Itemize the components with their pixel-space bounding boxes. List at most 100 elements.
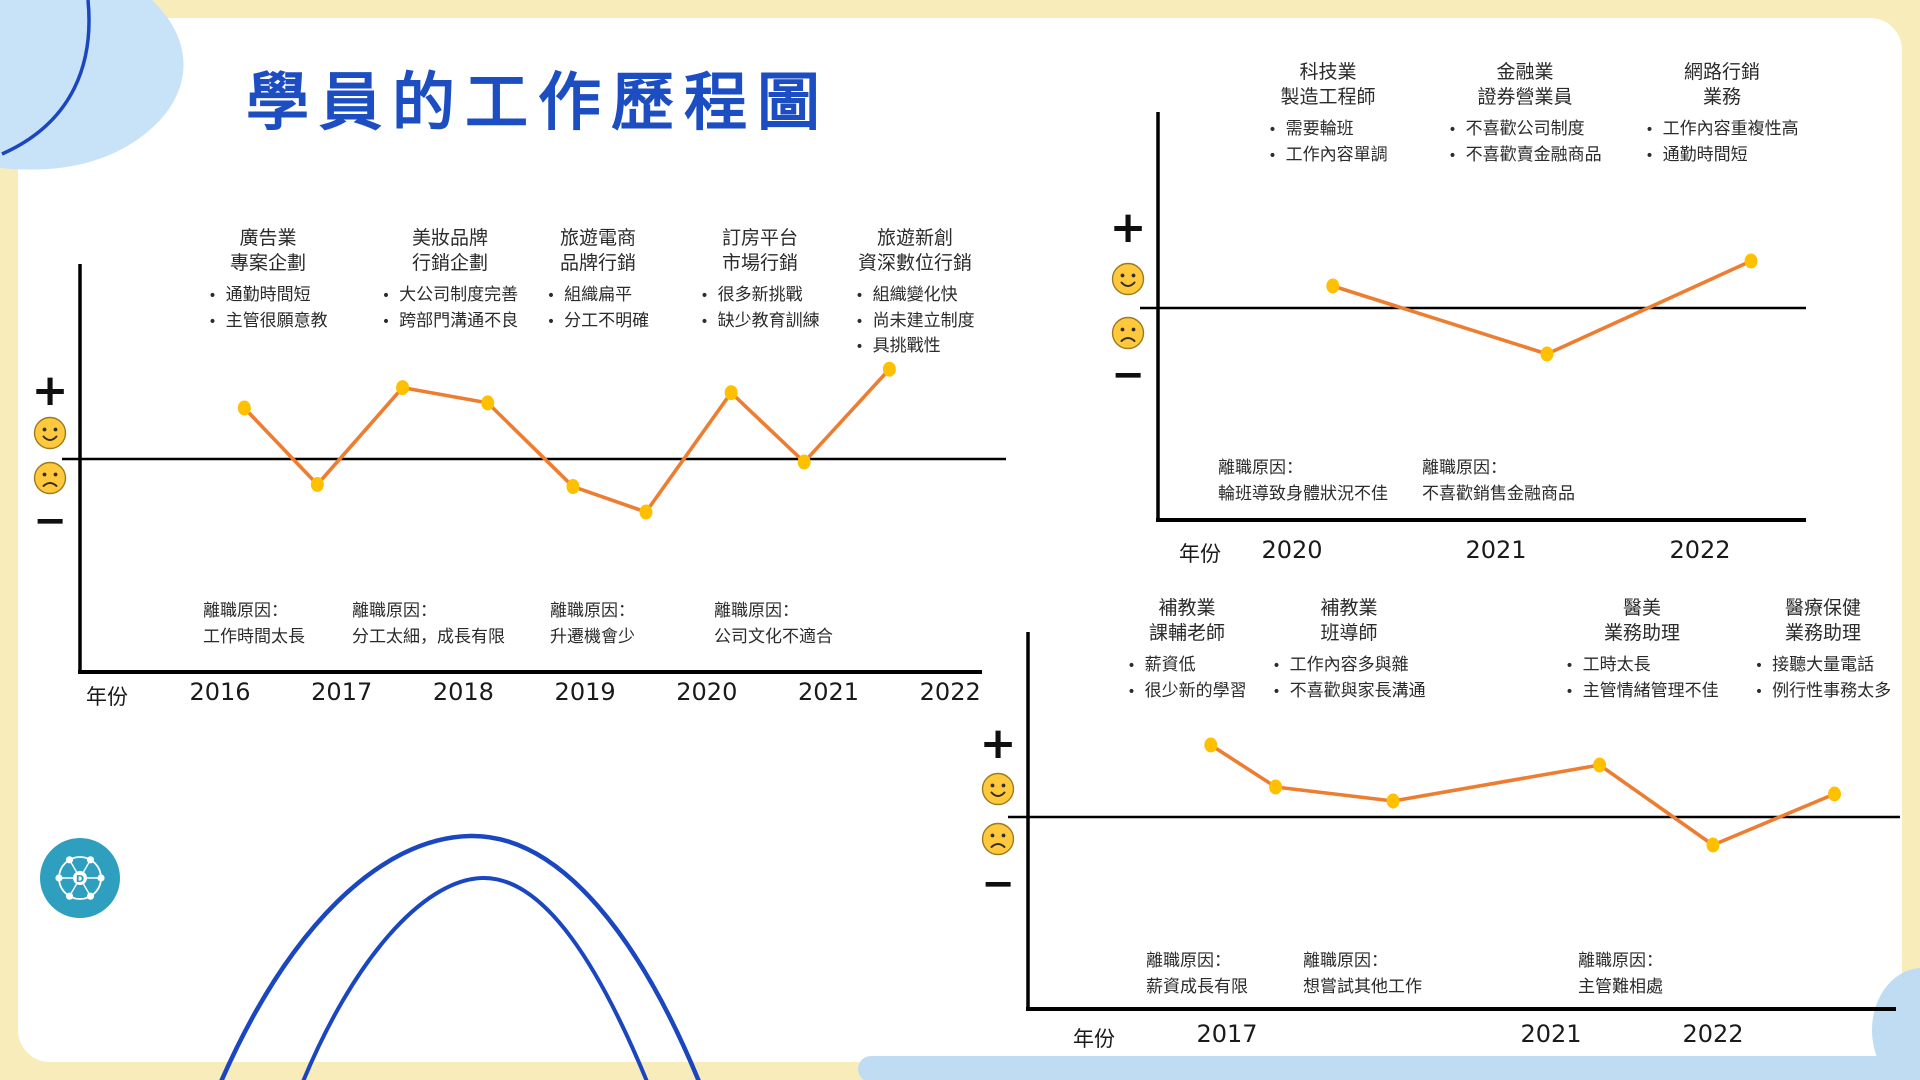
plus-symbol: + <box>31 365 69 416</box>
job-note: 工作內容單調 <box>1268 143 1388 169</box>
job-title: 旅遊新創資深數位行銷 <box>810 226 1020 276</box>
leave-reason: 離職原因： 想嘗試其他工作 <box>1303 948 1422 1001</box>
data-point <box>566 479 580 495</box>
job-notes: 工作內容多與雜不喜歡與家長溝通 <box>1272 653 1426 704</box>
leave-reason-label: 離職原因： <box>203 601 288 621</box>
leave-reason-text: 輪班導致身體狀況不佳 <box>1218 484 1388 505</box>
job-industry: 廣告業 <box>239 227 297 249</box>
job-note: 不喜歡賣金融商品 <box>1448 143 1602 169</box>
brand-logo: D <box>40 838 120 918</box>
leave-reason-text: 公司文化不適合 <box>714 627 833 648</box>
job-note: 接聽大量電話 <box>1755 653 1891 679</box>
leave-reason-label: 離職原因： <box>1218 458 1303 478</box>
job-industry: 美妝品牌 <box>411 227 488 249</box>
data-point <box>237 400 251 416</box>
job-note: 組織扁平 <box>547 283 649 309</box>
satisfaction-line <box>242 367 892 514</box>
leave-reason-label: 離職原因： <box>1578 951 1663 971</box>
corner-bump <box>1872 968 1920 1080</box>
job-role: 製造工程師 <box>1280 86 1376 109</box>
leave-reason-text: 升遷機會少 <box>550 627 635 648</box>
job-column: 旅遊電商品牌行銷組織扁平分工不明確 <box>493 226 703 334</box>
x-axis-title: 年份 <box>1179 542 1221 566</box>
leave-reason-text: 想嘗試其他工作 <box>1303 977 1422 998</box>
data-point <box>1706 837 1720 853</box>
job-role: 資深數位行銷 <box>857 252 972 275</box>
job-industry: 旅遊電商 <box>559 227 636 249</box>
year-tick: 2021 <box>1520 1020 1582 1048</box>
year-tick: 2022 <box>1669 536 1731 564</box>
job-notes: 組織扁平分工不明確 <box>547 283 649 334</box>
bottom-arc-line-outer <box>219 833 701 1080</box>
leave-reason: 離職原因： 主管難相處 <box>1578 948 1663 1001</box>
leave-reason-text: 分工太細，成長有限 <box>352 627 505 648</box>
minus-symbol: − <box>1111 352 1145 398</box>
year-tick: 2017 <box>311 678 373 706</box>
bottom-arc-line-inner <box>301 875 649 1080</box>
job-title: 科技業 製造工程師 <box>1223 60 1433 110</box>
leave-reason: 離職原因： 輪班導致身體狀況不佳 <box>1218 455 1388 508</box>
data-point <box>481 395 495 411</box>
job-industry: 醫美 <box>1622 597 1661 619</box>
data-point <box>310 477 324 492</box>
job-role: 班導師 <box>1320 622 1378 645</box>
job-note: 具挑戰性 <box>855 334 974 360</box>
satisfaction-line <box>1209 743 1837 847</box>
year-tick: 2019 <box>554 678 616 706</box>
job-notes: 接聽大量電話例行性事務太多 <box>1755 653 1891 704</box>
data-point <box>724 385 738 401</box>
data-point <box>1326 278 1340 294</box>
job-note: 工作內容多與雜 <box>1272 653 1425 679</box>
job-notes: 很多新挑戰缺少教育訓練 <box>700 283 820 334</box>
job-role: 品牌行銷 <box>559 252 636 275</box>
frowny-face-icon <box>33 461 67 495</box>
data-point <box>1828 786 1841 802</box>
minus-symbol: − <box>981 861 1015 907</box>
data-point <box>797 454 811 470</box>
job-industry: 旅遊新創 <box>876 227 953 249</box>
job-industry: 網路行銷 <box>1683 61 1760 83</box>
infographic-canvas <box>18 18 1902 1062</box>
svg-text:D: D <box>76 874 84 885</box>
data-point <box>1269 779 1283 795</box>
job-note: 需要輪班 <box>1268 117 1387 143</box>
job-note: 組織變化快 <box>855 283 974 309</box>
job-title: 美妝品牌 行銷企劃 <box>345 226 555 276</box>
leave-reason: 離職原因： 工作時間太長 <box>203 598 305 651</box>
job-note: 工作內容重複性高 <box>1645 117 1799 143</box>
year-tick: 2018 <box>432 678 494 706</box>
leave-reason: 離職原因： 升遷機會少 <box>550 598 635 651</box>
corner-arc-line <box>1 0 91 156</box>
job-title: 醫美 業務助理 <box>1537 596 1747 646</box>
job-note: 例行性事務太多 <box>1755 679 1891 705</box>
year-tick: 2016 <box>189 678 251 706</box>
plus-symbol: + <box>979 718 1017 769</box>
year-tick: 2022 <box>919 678 981 706</box>
job-note: 工時太長 <box>1565 653 1718 679</box>
job-title: 金融業 證券營業員 <box>1420 60 1630 110</box>
job-industry: 補教業 <box>1158 597 1216 619</box>
career-journey-1 <box>33 264 1006 674</box>
leave-reason-label: 離職原因： <box>1303 951 1388 971</box>
job-notes: 大公司制度完善跨部門溝通不良 <box>382 283 518 334</box>
year-tick: 2021 <box>797 678 860 706</box>
job-notes: 工時太長主管情緒管理不佳 <box>1565 653 1719 705</box>
career-journey-2 <box>1111 112 1806 522</box>
job-column: 醫美業務助理工時太長主管情緒管理不佳 <box>1537 596 1747 704</box>
job-column: 補教業課輔老師薪資低很少新的學習 <box>1082 596 1292 704</box>
job-role: 業務助理 <box>1784 622 1861 645</box>
job-industry: 金融業 <box>1496 61 1554 83</box>
frowny-face-icon <box>1111 316 1145 350</box>
job-title: 網路行銷 業務 <box>1617 60 1827 110</box>
job-note: 很多新挑戰 <box>700 283 819 309</box>
job-title: 訂房平台 市場行銷 <box>655 226 865 276</box>
leave-reason-text: 薪資成長有限 <box>1146 977 1248 998</box>
job-note: 尚未建立制度 <box>855 309 975 335</box>
year-tick: 2020 <box>676 678 738 706</box>
job-note: 主管情緒管理不佳 <box>1565 679 1719 705</box>
leave-reason: 離職原因： 不喜歡銷售金融商品 <box>1422 455 1575 508</box>
x-axis-title: 年份 <box>86 685 128 709</box>
page-title: 學員的工作歷程圖 <box>246 66 830 139</box>
job-role: 課輔老師 <box>1148 622 1225 645</box>
job-industry: 醫療保健 <box>1784 597 1861 619</box>
